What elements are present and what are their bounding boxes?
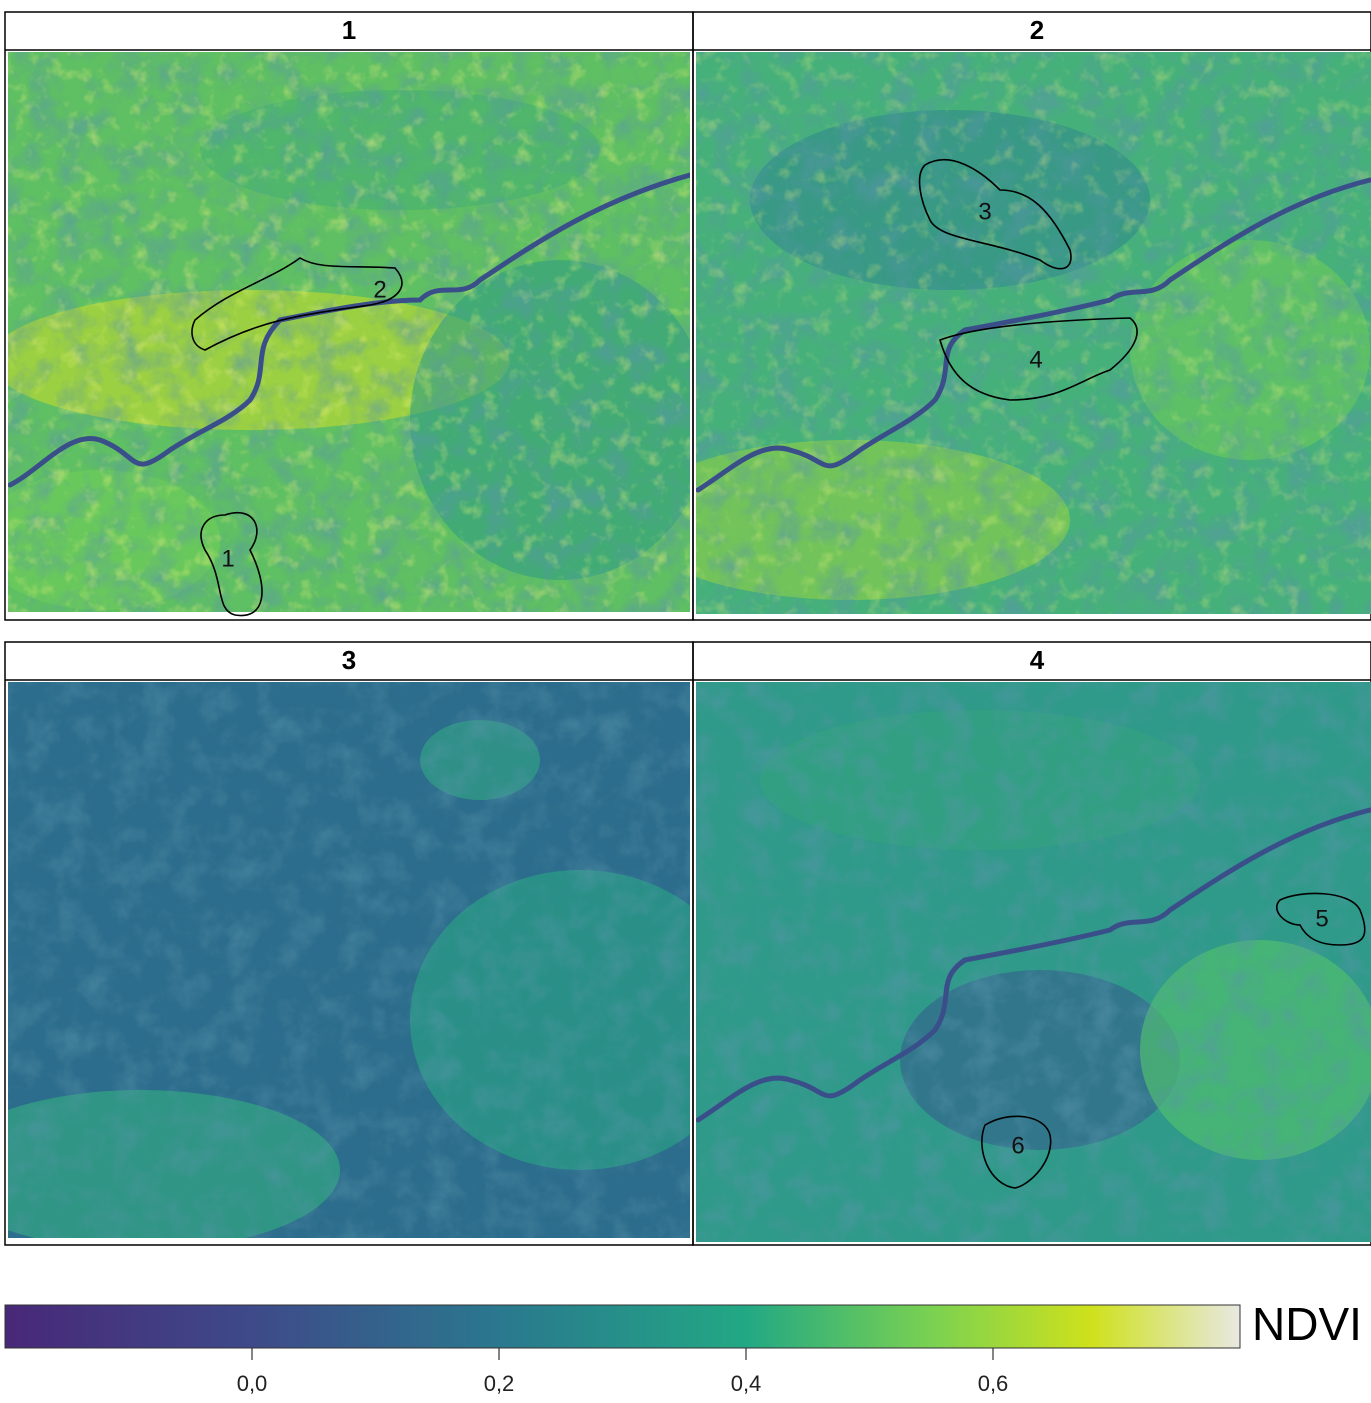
region-outline bbox=[191, 257, 403, 351]
region-label: 6 bbox=[1011, 1132, 1024, 1159]
tick-label: 0,0 bbox=[237, 1371, 268, 1396]
panel-title: 1 bbox=[342, 15, 356, 45]
region-label: 5 bbox=[1315, 905, 1328, 932]
region-outline bbox=[981, 1115, 1052, 1189]
region-outline bbox=[1276, 892, 1366, 946]
panel: 4 5 6 bbox=[692, 641, 1371, 1246]
region-outline bbox=[200, 512, 263, 617]
colorbar-label: NDVI bbox=[1252, 1298, 1362, 1350]
tick-label: 0,6 bbox=[978, 1371, 1009, 1396]
map-image bbox=[696, 682, 1371, 1242]
map-image bbox=[8, 52, 690, 612]
region-outline bbox=[918, 159, 1072, 270]
region-label: 1 bbox=[221, 545, 234, 572]
map-image bbox=[696, 52, 1371, 614]
colorbar: NDVI 0,0 0,2 0,4 0,6 bbox=[4, 1298, 1362, 1396]
region-label: 4 bbox=[1029, 346, 1042, 373]
region-outline bbox=[939, 317, 1138, 401]
panel-frame bbox=[692, 11, 1371, 621]
region-label: 3 bbox=[978, 198, 991, 225]
region-label: 2 bbox=[373, 276, 386, 303]
panel-title: 4 bbox=[1030, 645, 1045, 675]
panel-title: 2 bbox=[1030, 15, 1044, 45]
panel-frame bbox=[692, 641, 1371, 1246]
tick-label: 0,2 bbox=[484, 1371, 515, 1396]
panel: 2 3 4 bbox=[692, 11, 1371, 621]
panel: 1 1 2 bbox=[4, 11, 694, 621]
tick-label: 0,4 bbox=[731, 1371, 762, 1396]
panel-title: 3 bbox=[342, 645, 356, 675]
panel: 3 bbox=[4, 641, 694, 1246]
map-image bbox=[8, 682, 690, 1238]
colorbar-ramp bbox=[4, 1304, 1241, 1349]
